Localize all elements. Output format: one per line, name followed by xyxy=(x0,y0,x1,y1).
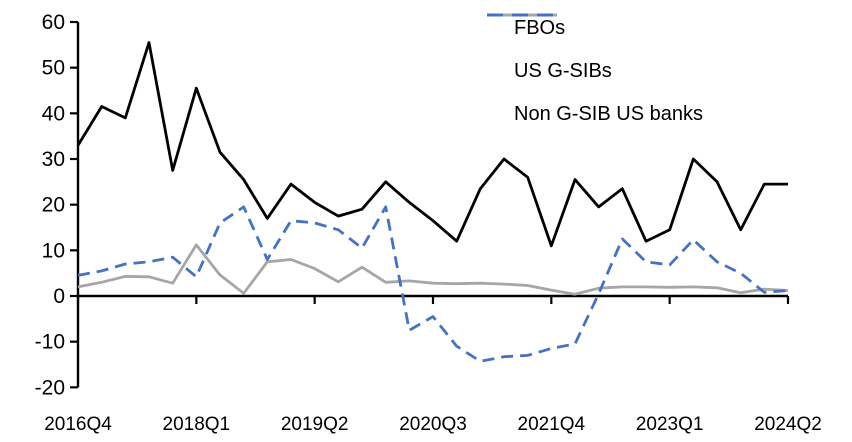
x-tick-label: 2021Q4 xyxy=(518,414,586,435)
y-tick-label: 10 xyxy=(42,239,65,262)
legend-label-fbos: FBOs xyxy=(514,16,566,39)
non-gsib-line-sample xyxy=(487,13,557,17)
legend-item-us-gsibs: US G-SIBs xyxy=(487,13,703,92)
y-tick-label: -10 xyxy=(35,331,65,354)
y-tick-label: 40 xyxy=(42,102,65,125)
series-line-1 xyxy=(77,243,789,296)
legend-label-us-gsibs: US G-SIBs xyxy=(514,59,612,82)
series-line-0 xyxy=(76,41,788,248)
y-tick-label: 30 xyxy=(42,148,65,171)
x-tick-label: 2018Q1 xyxy=(163,414,231,435)
y-axis: 60 50 40 30 20 10 0 -10 -20 xyxy=(35,11,80,399)
chart-series xyxy=(76,41,789,363)
x-tick-label: 2024Q2 xyxy=(754,414,822,435)
y-tick-label: 50 xyxy=(42,57,65,80)
x-tick-label: 2016Q4 xyxy=(44,414,112,435)
y-tick-label: -20 xyxy=(35,376,65,399)
y-tick-label: 0 xyxy=(53,285,65,308)
legend-label-non-gsib: Non G-SIB US banks xyxy=(514,102,703,125)
legend-item-non-gsib: Non G-SIB US banks xyxy=(487,13,703,135)
x-tick-label: 2019Q2 xyxy=(281,414,349,435)
y-tick-label: 20 xyxy=(42,194,65,217)
series-line-2 xyxy=(77,205,789,363)
x-tick-label: 2023Q1 xyxy=(636,414,704,435)
y-tick-label: 60 xyxy=(42,11,65,34)
legend: FBOs US G-SIBs Non G-SIB US banks xyxy=(487,6,703,135)
x-tick-label: 2020Q3 xyxy=(399,414,467,435)
x-axis: 2016Q4 2018Q1 2019Q2 2020Q3 2021Q4 2023Q1 2024… xyxy=(44,294,822,435)
